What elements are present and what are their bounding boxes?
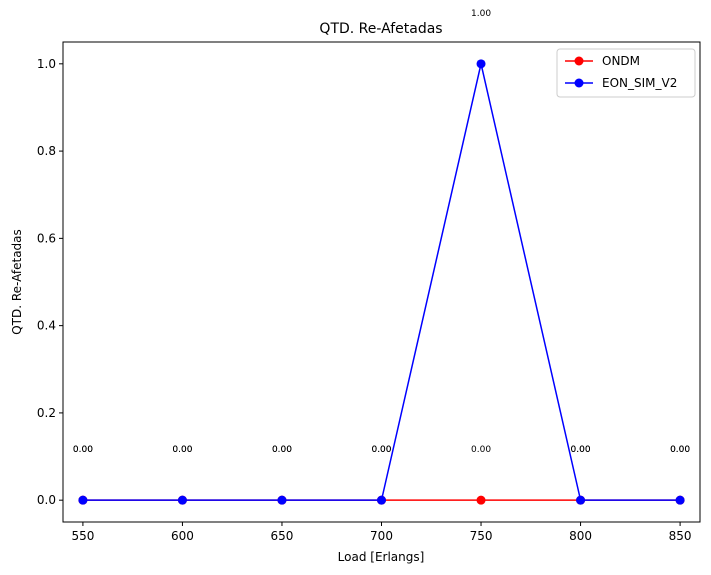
- data-label: 0.00: [670, 445, 690, 455]
- legend-marker: [574, 78, 584, 88]
- data-label: 0.00: [471, 445, 491, 455]
- data-label: 0.00: [272, 445, 292, 455]
- x-tick-label: 850: [669, 529, 692, 543]
- x-tick-label: 800: [569, 529, 592, 543]
- x-axis-label: Load [Erlangs]: [338, 550, 425, 564]
- legend-label: EON_SIM_V2: [602, 76, 677, 90]
- data-label: 0.00: [571, 445, 591, 455]
- data-point: [675, 495, 685, 505]
- y-axis-label: QTD. Re-Afetadas: [10, 229, 24, 335]
- data-point: [476, 59, 486, 69]
- legend-marker: [574, 56, 584, 66]
- plot-area: 550 600 650 700 750 800 8500.00.20.40.60.81.00…: [37, 9, 701, 543]
- data-label: 0.00: [670, 445, 690, 455]
- x-tick-label: 700: [370, 529, 393, 543]
- y-tick-label: 0.4: [37, 319, 56, 333]
- data-label: 0.00: [371, 445, 391, 455]
- x-tick-label: 550: [71, 529, 94, 543]
- x-tick-label: 600: [171, 529, 194, 543]
- legend-label: ONDM: [602, 54, 640, 68]
- data-label: 1.00: [471, 9, 491, 19]
- data-point: [377, 495, 386, 505]
- data-label: 0.00: [73, 445, 93, 455]
- data-point: [177, 495, 187, 505]
- x-tick-label: 750: [470, 529, 493, 543]
- data-label: 0.00: [272, 445, 292, 455]
- x-tick-label: 650: [271, 529, 294, 543]
- data-label: 0.00: [172, 445, 192, 455]
- data-point: [576, 495, 586, 505]
- data-point: [476, 495, 486, 505]
- y-tick-label: 0.0: [37, 493, 56, 507]
- data-label: 0.00: [73, 445, 93, 455]
- data-label: 0.00: [571, 445, 591, 455]
- series-line-eon-sim-v2: [82, 63, 681, 501]
- data-point: [277, 495, 287, 505]
- data-label: 0.00: [172, 445, 192, 455]
- y-tick-label: 0.6: [37, 231, 56, 245]
- chart-title: QTD. Re-Afetadas: [319, 21, 442, 37]
- y-tick-label: 0.2: [37, 406, 56, 420]
- data-point: [78, 495, 88, 505]
- data-label: 0.00: [371, 445, 391, 455]
- y-tick-label: 0.8: [37, 144, 56, 158]
- y-tick-label: 1.0: [37, 57, 56, 71]
